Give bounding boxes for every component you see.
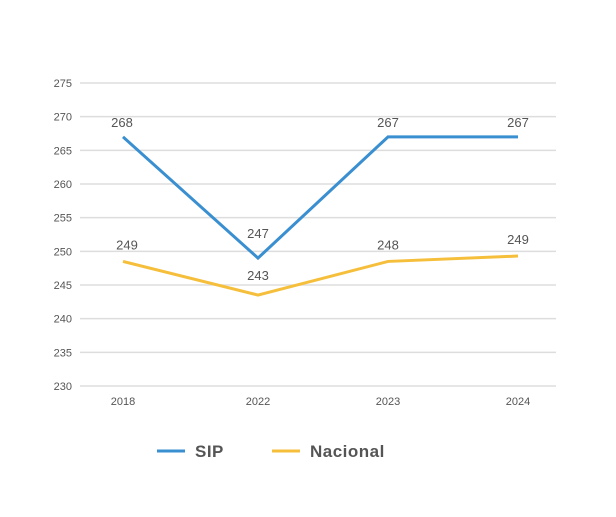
- series-lines: [123, 137, 518, 295]
- data-label: 267: [377, 115, 399, 130]
- x-tick-label: 2023: [376, 396, 400, 408]
- x-tick-label: 2018: [111, 396, 135, 408]
- y-tick-label: 240: [54, 314, 72, 326]
- legend-label-nacional: Nacional: [310, 442, 385, 461]
- data-label: 249: [507, 232, 529, 247]
- y-axis-ticks: 230 235 240 245 250 255 260 265 270 275: [54, 78, 72, 393]
- x-tick-label: 2022: [246, 396, 270, 408]
- y-tick-label: 265: [54, 145, 72, 157]
- x-tick-label: 2024: [506, 396, 530, 408]
- y-tick-label: 255: [54, 213, 72, 225]
- legend: SIP Nacional: [157, 442, 385, 461]
- y-tick-label: 230: [54, 381, 72, 393]
- data-label: 248: [377, 237, 399, 252]
- series-line-nacional: [123, 256, 518, 295]
- data-label: 247: [247, 226, 269, 241]
- data-label: 249: [116, 237, 138, 252]
- y-tick-label: 245: [54, 280, 72, 292]
- data-label: 243: [247, 268, 269, 283]
- data-label: 268: [111, 115, 133, 130]
- x-axis-ticks: 2018 2022 2023 2024: [111, 396, 530, 408]
- y-tick-label: 270: [54, 112, 72, 124]
- series-line-sip: [123, 137, 518, 258]
- y-tick-label: 260: [54, 179, 72, 191]
- data-label: 267: [507, 115, 529, 130]
- gridlines: [80, 83, 556, 386]
- y-tick-label: 275: [54, 78, 72, 90]
- y-tick-label: 250: [54, 246, 72, 258]
- legend-label-sip: SIP: [195, 442, 224, 461]
- y-tick-label: 235: [54, 347, 72, 359]
